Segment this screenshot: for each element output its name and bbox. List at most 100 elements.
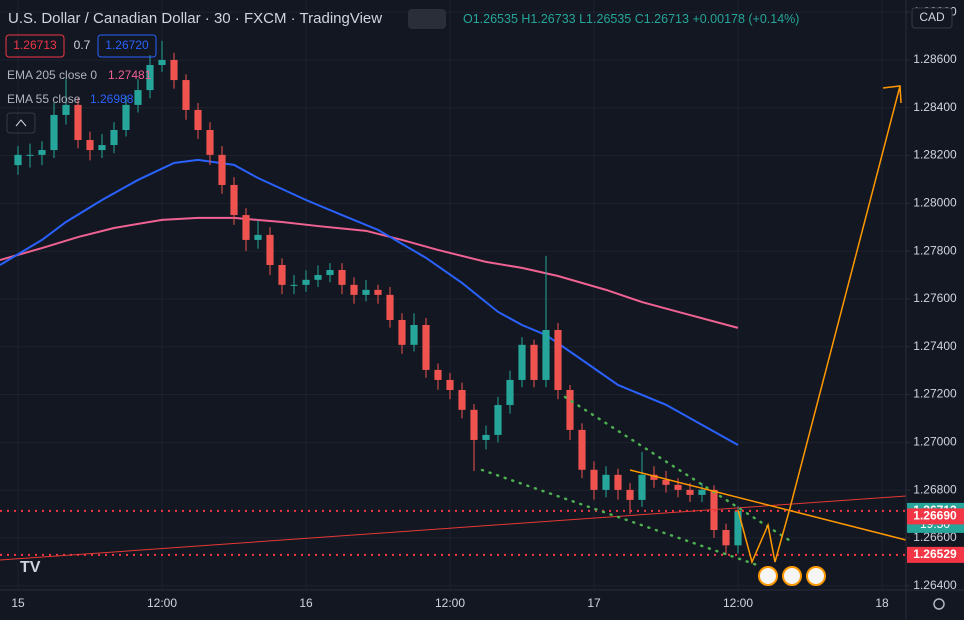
collapse-button[interactable] [6, 112, 36, 134]
candle-body [158, 59, 166, 65]
candle-body [350, 284, 358, 295]
y-tick-label: 1.27600 [913, 291, 957, 305]
candle-body [482, 434, 490, 440]
logo: TV [20, 559, 41, 576]
candle-body [662, 479, 670, 485]
candle-body [734, 510, 742, 546]
candle-body [554, 330, 562, 390]
candle-body [722, 530, 730, 546]
x-tick-label: 17 [587, 596, 601, 610]
candle-body [314, 275, 322, 280]
candle-body [146, 64, 154, 91]
currency-box[interactable] [911, 7, 953, 29]
candle-body [326, 270, 334, 276]
event-icon[interactable] [758, 566, 778, 586]
y-tick-label: 1.28000 [913, 196, 957, 210]
candle-body [338, 270, 346, 285]
candle-body [686, 489, 694, 495]
candle-body [290, 284, 298, 286]
candle-body [278, 265, 286, 285]
x-tick-label: 15 [11, 596, 25, 610]
ema-line [0, 158, 739, 446]
trend-line [0, 495, 906, 561]
legend-name: EMA 55 close [7, 92, 81, 106]
candle-body [614, 474, 622, 490]
legend-value: 1.26988 [90, 92, 134, 106]
bid-box[interactable] [5, 34, 65, 58]
legend-name: EMA 205 close 0 [7, 68, 97, 82]
candle-body [110, 129, 118, 146]
candle-body [26, 154, 34, 156]
arrow-head [882, 85, 902, 104]
candle-body [398, 319, 406, 345]
ask-box[interactable] [97, 34, 157, 58]
candle-body [182, 80, 190, 110]
candle-body [266, 234, 274, 266]
candle-body [650, 474, 658, 480]
candle-body [434, 369, 442, 380]
toggle[interactable] [408, 9, 446, 29]
candle-body [626, 489, 634, 500]
candle-body [134, 90, 142, 105]
event-icon[interactable] [806, 566, 826, 586]
price-label-box [907, 546, 964, 563]
channel-line [480, 468, 762, 568]
candle-body [98, 145, 106, 151]
candle-body [638, 474, 646, 500]
candle-body [62, 104, 70, 115]
candle-body [74, 104, 82, 141]
candle-body [86, 140, 94, 151]
price-label: 1.26529 [913, 547, 957, 561]
plot [0, 40, 906, 586]
price-label: 1.26690 [913, 509, 957, 523]
channel-line [563, 395, 794, 544]
candle-body [374, 289, 382, 295]
candle-body [122, 104, 130, 130]
currency: CAD [919, 10, 945, 24]
y-tick-label: 1.27000 [913, 434, 957, 448]
candle-body [542, 330, 550, 380]
y-tick-label: 1.26400 [913, 578, 957, 592]
candle-body [422, 324, 430, 370]
candle-body [38, 150, 46, 155]
chart-title: U.S. Dollar / Canadian Dollar · 30 · FXC… [8, 10, 382, 27]
wedge-line [629, 469, 906, 541]
candle-body [230, 184, 238, 216]
x-tick-label: 12:00 [435, 596, 465, 610]
candle-body [506, 379, 514, 406]
y-tick-label: 1.27400 [913, 339, 957, 353]
projection-path [737, 85, 901, 565]
candle-body [446, 379, 454, 390]
ask: 1.26720 [105, 38, 149, 52]
event-icons [758, 566, 826, 586]
event-icon[interactable] [782, 566, 802, 586]
candle-body [170, 59, 178, 81]
price-label-box [907, 508, 964, 525]
bid: 1.26713 [13, 38, 57, 52]
drawings [0, 85, 906, 568]
candle-body [194, 109, 202, 130]
candle-body [578, 429, 586, 470]
grid [0, 0, 906, 590]
x-tick-label: 18 [875, 596, 889, 610]
x-tick-label: 16 [299, 596, 313, 610]
candle-body [590, 469, 598, 490]
x-tick-label: 12:00 [147, 596, 177, 610]
candle-body [362, 289, 370, 295]
candle-body [302, 279, 310, 285]
candle-body [218, 154, 226, 185]
y-tick-label: 1.27800 [913, 243, 957, 257]
candle-body [698, 489, 706, 495]
y-tick-label: 1.28400 [913, 100, 957, 114]
candle-body [566, 389, 574, 430]
chevron [15, 119, 27, 127]
candle-body [494, 405, 502, 435]
candle-body [410, 324, 418, 345]
candle-body [50, 114, 58, 151]
settings-icon[interactable] [933, 598, 945, 610]
legend-value: 1.27481 [108, 68, 152, 82]
ema-line [0, 216, 739, 329]
